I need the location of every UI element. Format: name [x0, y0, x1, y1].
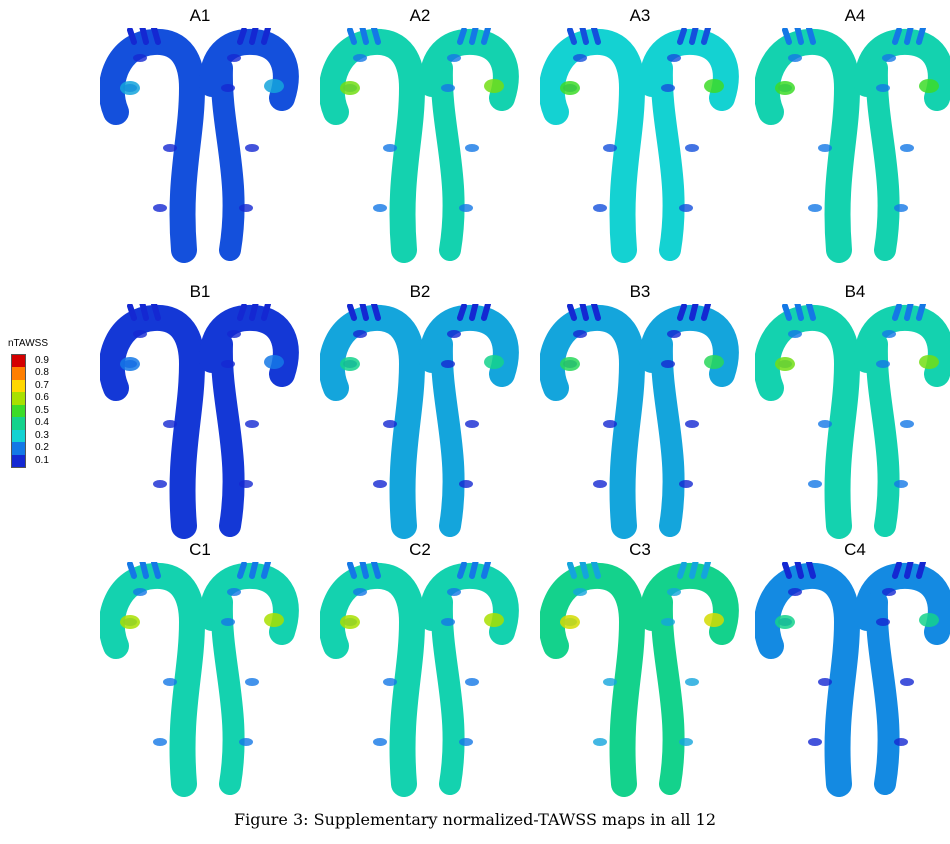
- panel-label: A4: [844, 6, 866, 25]
- legend-tick-label: 0.2: [35, 442, 49, 454]
- aorta-rendering: [755, 304, 950, 539]
- color-legend: nTAWSS 0.9 0.8 0.7 0.6 0.5 0.4 0.3 0.2 0.1: [8, 338, 78, 478]
- aorta-panel-a4: A4: [755, 6, 950, 268]
- legend-swatch: [12, 417, 25, 430]
- aorta-panel-c1: C1: [100, 540, 300, 802]
- panel-label: C4: [844, 540, 866, 559]
- aorta-view-right: [199, 28, 299, 261]
- panel-label: B1: [189, 282, 211, 301]
- aorta-view-right: [639, 304, 739, 537]
- legend-tick-label: 0.3: [35, 429, 49, 441]
- legend-swatch: [12, 454, 25, 467]
- aorta-view-left: [755, 562, 861, 797]
- aorta-view-left: [320, 304, 426, 539]
- aorta-view-right: [419, 304, 519, 537]
- aorta-panel-b1: B1: [100, 282, 300, 544]
- panel-label: B4: [844, 282, 866, 301]
- legend-swatch: [12, 392, 25, 405]
- legend-tick-label: 0.6: [35, 392, 49, 404]
- aorta-rendering: [755, 28, 950, 263]
- aorta-view-left: [100, 304, 206, 539]
- panel-label: B2: [409, 282, 431, 301]
- aorta-rendering: [540, 28, 739, 263]
- aorta-rendering: [320, 562, 519, 797]
- aorta-rendering: [100, 562, 299, 797]
- aorta-view-right: [419, 28, 519, 261]
- panel-label: C1: [189, 540, 211, 559]
- aorta-rendering: [540, 562, 739, 797]
- legend-tick-label: 0.1: [35, 454, 49, 466]
- aorta-rendering: [100, 28, 299, 263]
- aorta-panel-a3: A3: [540, 6, 740, 268]
- aorta-panel-a1: A1: [100, 6, 300, 268]
- legend-swatch: [12, 429, 25, 443]
- aorta-panel-b2: B2: [320, 282, 520, 544]
- aorta-view-right: [199, 562, 299, 795]
- aorta-view-left: [540, 28, 646, 263]
- aorta-view-right: [854, 28, 950, 261]
- aorta-rendering: [755, 562, 950, 797]
- panel-label: A3: [629, 6, 651, 25]
- aorta-panel-b3: B3: [540, 282, 740, 544]
- legend-tick-label: 0.7: [35, 379, 49, 391]
- legend-tick-label: 0.4: [35, 417, 49, 429]
- figure-caption: Figure 3: Supplementary normalized-TAWSS…: [233, 810, 716, 829]
- aorta-panel-c2: C2: [320, 540, 520, 802]
- aorta-view-right: [419, 562, 519, 795]
- legend-color-bar: [11, 354, 26, 468]
- panel-label: A2: [409, 6, 431, 25]
- aorta-panel-b4: B4: [755, 282, 950, 544]
- aorta-rendering: [100, 304, 299, 539]
- aorta-panel-c3: C3: [540, 540, 740, 802]
- aorta-view-left: [540, 304, 646, 539]
- legend-tick-label: 0.5: [35, 404, 49, 416]
- aorta-view-left: [320, 562, 426, 797]
- aorta-rendering: [320, 28, 519, 263]
- aorta-view-left: [540, 562, 646, 797]
- legend-title: nTAWSS: [8, 338, 49, 349]
- legend-tick-label: 0.8: [35, 367, 49, 379]
- legend-swatch: [12, 355, 25, 368]
- aorta-rendering: [540, 304, 739, 539]
- aorta-view-left: [100, 562, 206, 797]
- aorta-panel-a2: A2: [320, 6, 520, 268]
- legend-swatch: [12, 442, 25, 455]
- panel-label: C2: [409, 540, 431, 559]
- aorta-view-left: [100, 28, 206, 263]
- panel-label: C3: [629, 540, 651, 559]
- legend-swatch: [12, 379, 25, 393]
- aorta-view-right: [639, 28, 739, 261]
- legend-tick-label: 0.9: [35, 355, 49, 366]
- aorta-view-left: [755, 28, 861, 263]
- panel-label: B3: [629, 282, 651, 301]
- aorta-view-right: [854, 304, 950, 537]
- aorta-view-left: [755, 304, 861, 539]
- aorta-view-right: [199, 304, 299, 537]
- legend-swatch: [12, 404, 25, 418]
- figure: A1 A2 A3 A4 B1 B2 B3 B4 C1 C2 C3 C4 nTAWSS 0.9 0.8 0.…: [8, 6, 950, 802]
- legend-swatch: [12, 367, 25, 380]
- panel-label: A1: [189, 6, 211, 25]
- aorta-rendering: [320, 304, 519, 539]
- aorta-view-right: [639, 562, 739, 795]
- aorta-panel-c4: C4: [755, 540, 950, 802]
- aorta-view-right: [854, 562, 950, 795]
- aorta-view-left: [320, 28, 426, 263]
